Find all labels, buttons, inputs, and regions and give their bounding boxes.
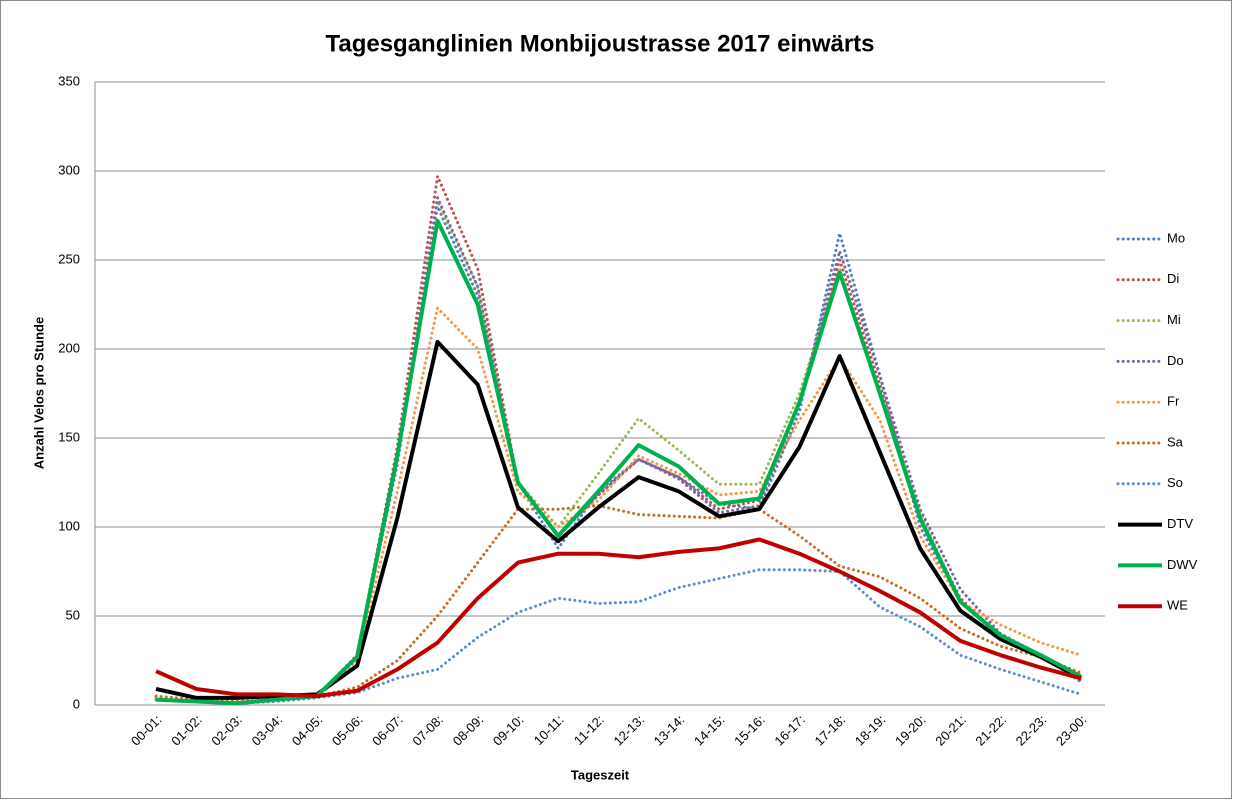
legend-label: Di (1167, 271, 1179, 286)
series-line (154, 306, 1083, 705)
y-tick-label: 0 (73, 696, 80, 711)
legend-label: Sa (1167, 434, 1184, 449)
legend-label: WE (1167, 598, 1188, 613)
x-axis-label: Tageszeit (571, 767, 630, 782)
legend-label: DTV (1167, 516, 1193, 531)
y-tick-label: 250 (58, 251, 80, 266)
chart-title: Tagesganglinien Monbijoustrasse 2017 ein… (325, 30, 874, 57)
y-tick-label: 200 (58, 340, 80, 355)
y-tick-label: 300 (58, 162, 80, 177)
legend-label: Do (1167, 353, 1184, 368)
legend-label: Mo (1167, 230, 1185, 245)
series-line (154, 196, 1083, 705)
y-tick-label: 50 (66, 607, 80, 622)
legend-label: DWV (1167, 557, 1198, 572)
series-line (155, 537, 1082, 699)
y-tick-label: 150 (58, 429, 80, 444)
y-tick-label: 100 (58, 518, 80, 533)
legend-label: Mi (1167, 312, 1181, 327)
legend-label: So (1167, 475, 1183, 490)
legend-label: Fr (1167, 394, 1180, 409)
y-tick-label: 350 (58, 73, 80, 88)
y-axis-label: Anzahl Velos pro Stunde (31, 317, 46, 469)
